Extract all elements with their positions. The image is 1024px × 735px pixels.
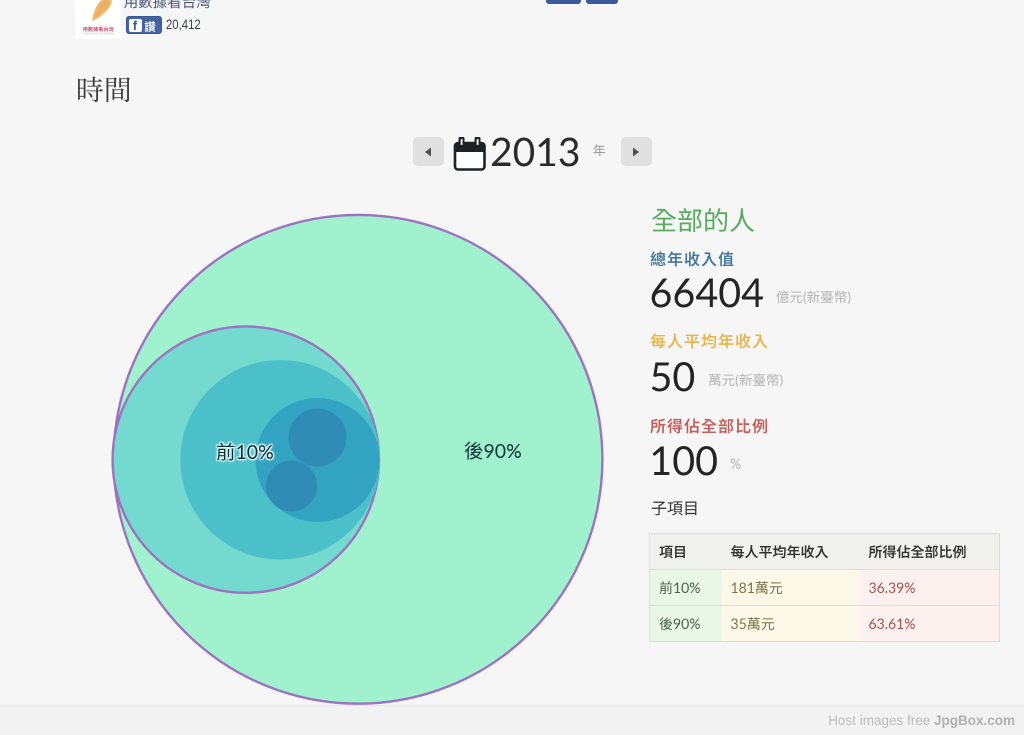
svg-text:用數據看台灣: 用數據看台灣 (82, 26, 113, 33)
svg-text:TAIWAN IN NUMBERS: TAIWAN IN NUMBERS (81, 31, 114, 35)
